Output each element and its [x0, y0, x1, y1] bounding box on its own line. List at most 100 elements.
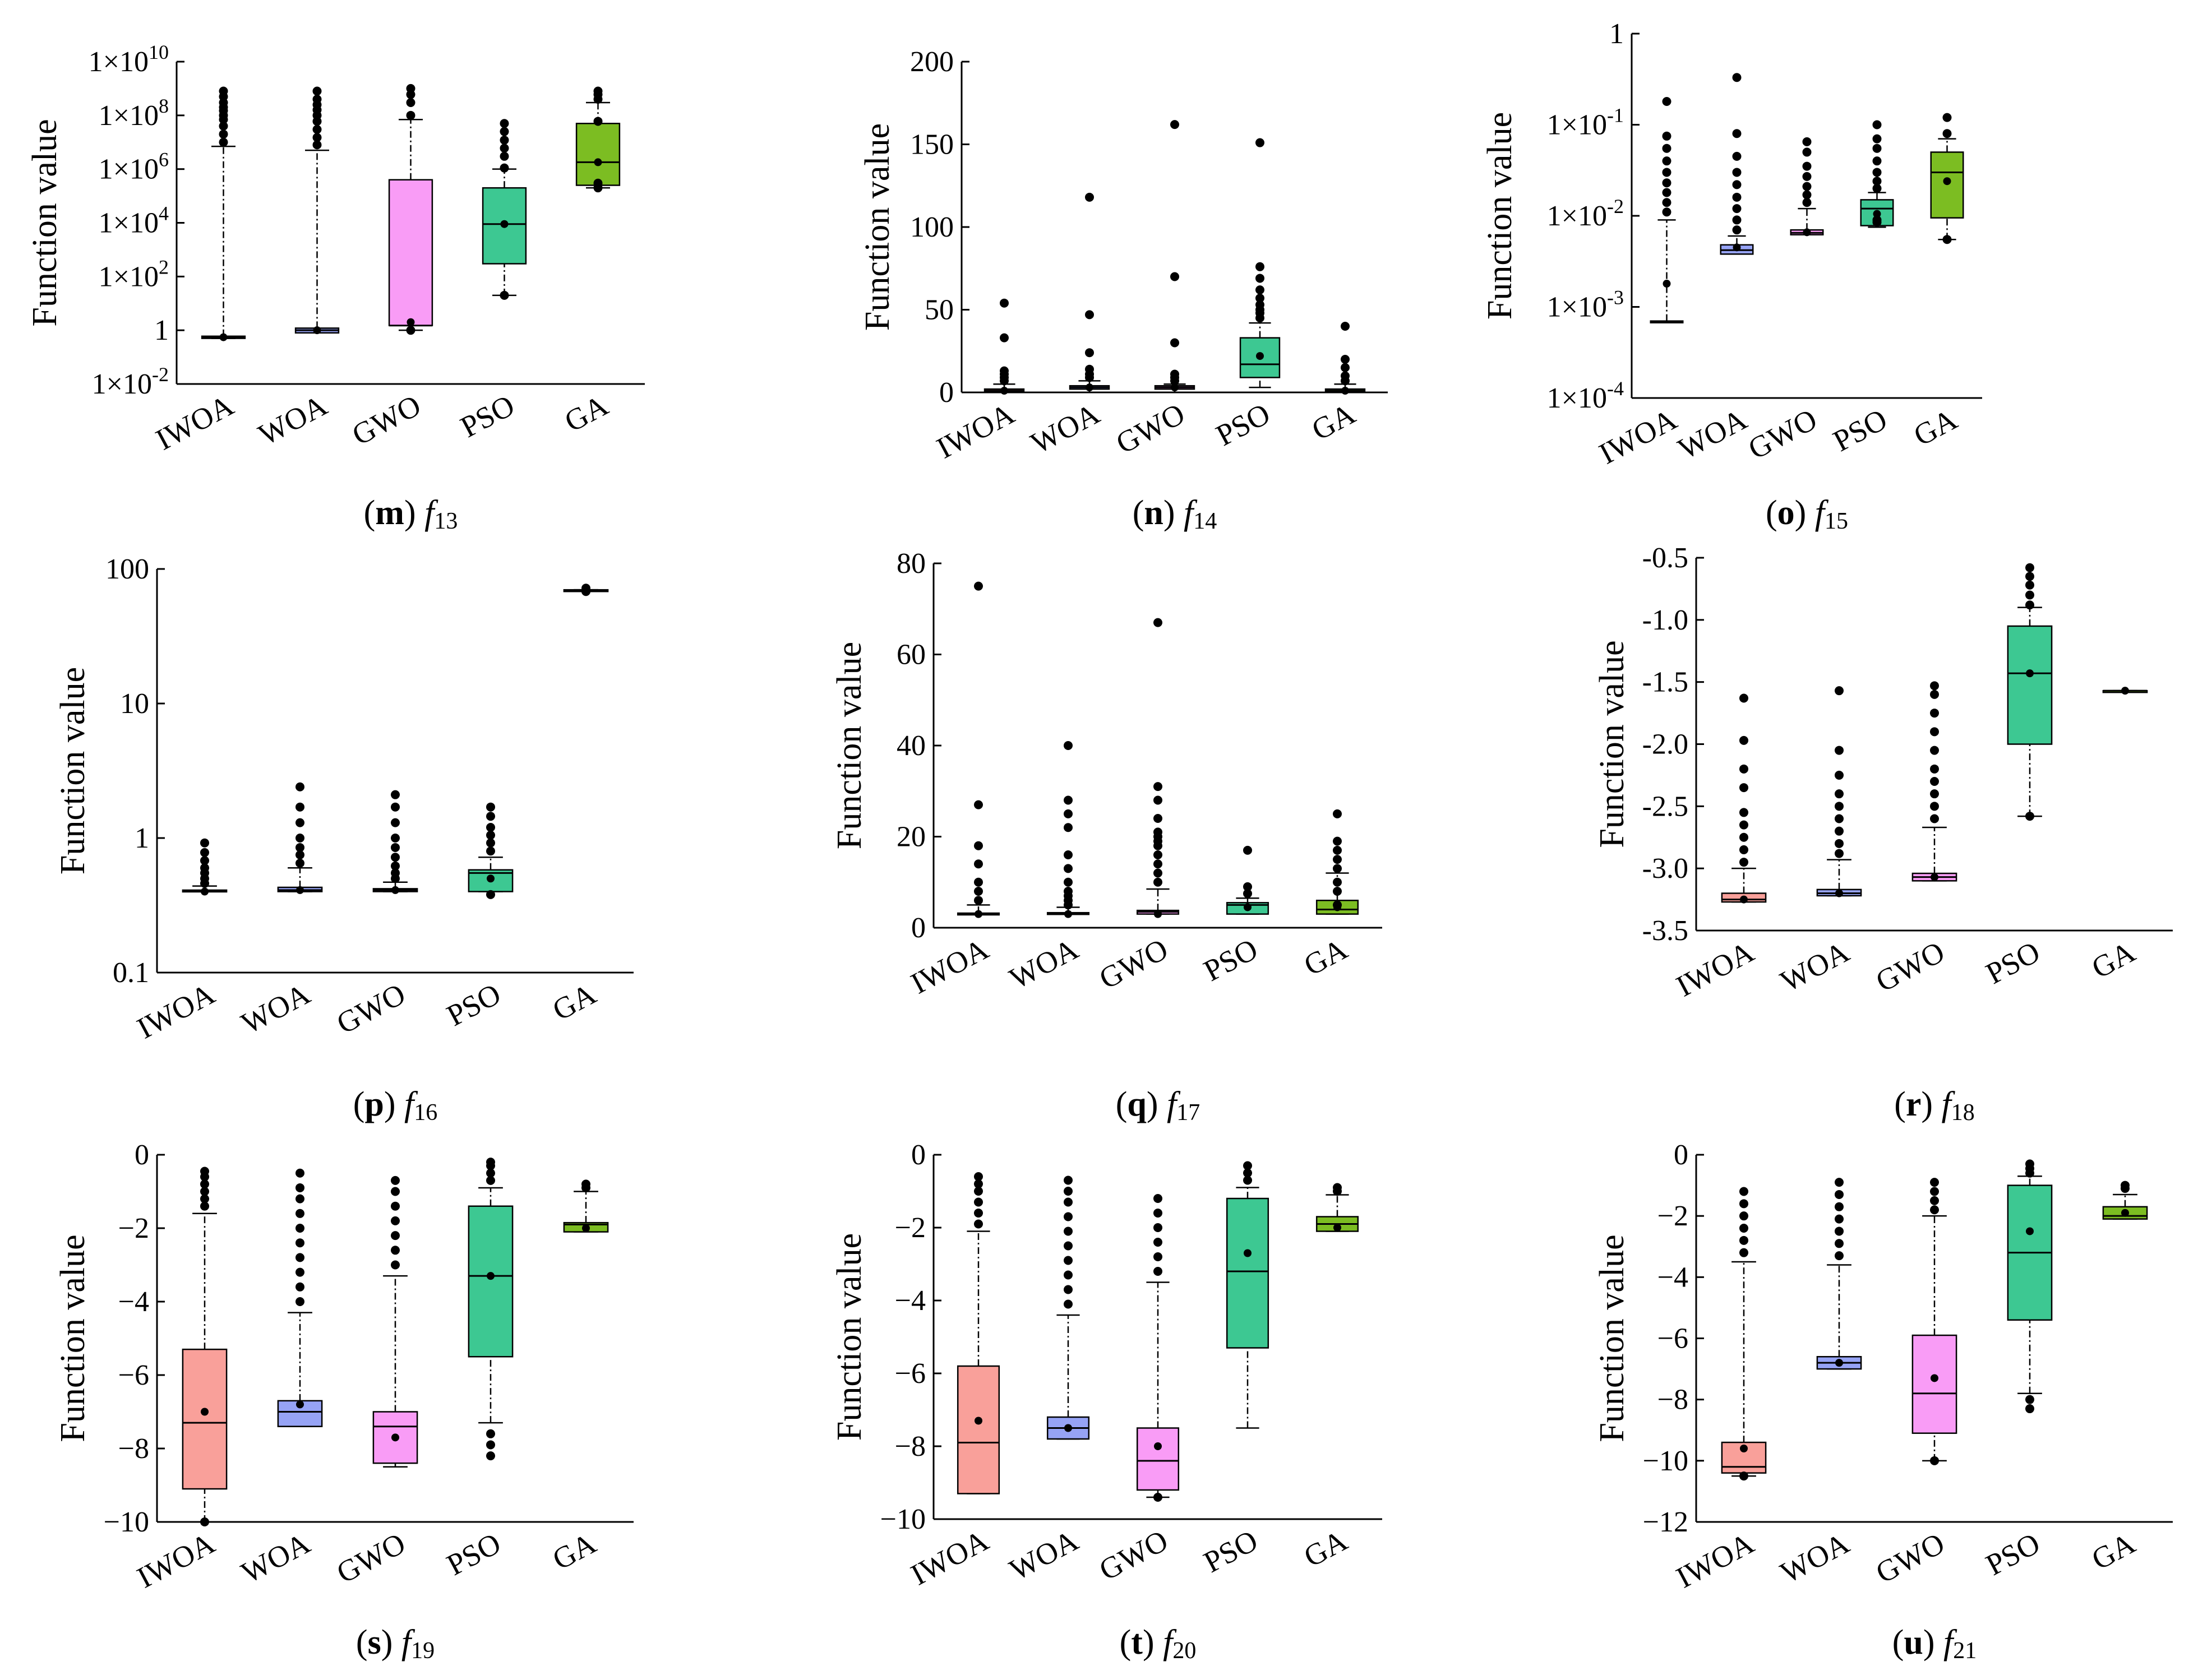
- y-axis-label: Function value: [1593, 640, 1631, 848]
- x-category-label: GA: [1299, 1524, 1353, 1574]
- panel-caption: (p) f16: [353, 1085, 438, 1126]
- outlier-point: [2025, 1395, 2034, 1404]
- y-tick-label: −8: [118, 1433, 149, 1465]
- box-IWOA: [957, 581, 1000, 918]
- outlier-point: [1255, 293, 1264, 303]
- box-PSO: [468, 1158, 514, 1461]
- outlier-point: [1732, 192, 1742, 202]
- outlier-point: [295, 1297, 304, 1306]
- outlier-point: [1064, 1197, 1073, 1207]
- panel-r: -0.5 -1.0 -1.5 -2.0 -2.5 -3.0 -3.5 Function val…: [1593, 542, 2173, 1126]
- outlier-point: [1835, 802, 1844, 811]
- mean-marker: [1064, 1424, 1072, 1432]
- mean-marker: [2026, 1227, 2034, 1235]
- outlier-point: [2121, 1181, 2130, 1190]
- panel-caption: (t) f20: [1120, 1623, 1197, 1664]
- outlier-point: [1341, 371, 1350, 381]
- outlier-point: [295, 1253, 304, 1262]
- outlier-point: [1872, 120, 1882, 129]
- box-GA: [2102, 687, 2148, 695]
- mean-marker: [1803, 228, 1811, 237]
- outlier-point: [1662, 188, 1671, 197]
- outlier-point: [1739, 735, 1748, 745]
- outlier-point: [391, 1246, 400, 1255]
- outlier-point: [1170, 369, 1179, 379]
- outlier-point: [391, 1231, 400, 1241]
- outlier-point: [1942, 129, 1952, 138]
- box-GWO: [1136, 1194, 1180, 1502]
- x-category-label: PSO: [441, 1526, 506, 1582]
- outlier-point: [1835, 789, 1844, 799]
- box-WOA: [277, 782, 323, 894]
- outlier-point: [1153, 859, 1162, 869]
- outlier-point: [1835, 1190, 1844, 1199]
- x-category-label: PSO: [1827, 402, 1892, 458]
- outlier-point: [1153, 827, 1162, 837]
- mean-marker: [1154, 910, 1162, 918]
- box-IWOA: [201, 86, 246, 341]
- mean-marker: [594, 158, 602, 166]
- mean-marker: [407, 318, 415, 326]
- mean-marker: [1171, 383, 1179, 392]
- outlier-point: [593, 86, 603, 96]
- box-GA: [1315, 809, 1359, 915]
- outlier-point: [391, 818, 400, 827]
- box-IWOA: [1650, 97, 1684, 323]
- outlier-point: [200, 838, 209, 848]
- outlier-point: [1153, 1493, 1162, 1502]
- outlier-point: [1930, 727, 1939, 737]
- mean-marker: [1244, 1249, 1252, 1257]
- outlier-point: [1835, 849, 1844, 858]
- y-tick-label: -1.5: [1642, 667, 1688, 698]
- outlier-point: [200, 1201, 209, 1211]
- box-GA: [1324, 322, 1366, 395]
- outlier-point: [295, 1224, 304, 1233]
- outlier-point: [1243, 1175, 1252, 1185]
- outlier-point: [219, 86, 228, 96]
- outlier-point: [1835, 1178, 1844, 1187]
- outlier-point: [1739, 808, 1748, 817]
- outlier-point: [406, 84, 415, 93]
- outlier-point: [593, 178, 603, 188]
- mean-marker: [296, 1400, 304, 1409]
- box-body: [182, 1348, 228, 1490]
- outlier-point: [1064, 823, 1073, 832]
- outlier-point: [1255, 300, 1264, 309]
- box-GA: [2102, 1181, 2148, 1220]
- mean-marker: [1931, 873, 1938, 881]
- box-body: [2007, 625, 2053, 745]
- x-category-label: GA: [559, 388, 613, 439]
- outlier-point: [295, 818, 304, 827]
- outlier-point: [1662, 144, 1671, 153]
- outlier-point: [974, 1219, 983, 1229]
- outlier-point: [2025, 812, 2034, 821]
- y-tick-label: 1×102: [99, 256, 169, 293]
- outlier-point: [219, 121, 228, 131]
- outlier-point: [1662, 168, 1671, 177]
- outlier-point: [1739, 1248, 1748, 1257]
- outlier-point: [1243, 1168, 1252, 1178]
- box-GA: [1930, 113, 1964, 244]
- x-category-label: PSO: [1198, 1524, 1263, 1579]
- outlier-point: [1835, 746, 1844, 755]
- x-category-label: GWO: [1743, 402, 1822, 466]
- outlier-point: [200, 1179, 209, 1189]
- y-axis-label: Function value: [54, 1234, 92, 1442]
- x-category-label: PSO: [1198, 932, 1263, 988]
- box-WOA: [277, 1168, 323, 1427]
- outlier-point: [1930, 789, 1939, 799]
- mean-marker: [1341, 387, 1349, 395]
- outlier-point: [1739, 858, 1748, 867]
- outlier-point: [1732, 225, 1742, 235]
- y-tick-label: 0: [939, 377, 954, 409]
- outlier-point: [391, 853, 400, 862]
- box-IWOA: [182, 838, 228, 896]
- outlier-point: [500, 127, 509, 136]
- box-GA: [563, 584, 609, 596]
- x-category-label: WOA: [1004, 1524, 1084, 1588]
- y-tick-label: 0: [1674, 1139, 1688, 1171]
- box-GA: [1315, 1183, 1359, 1232]
- outlier-point: [200, 1167, 209, 1176]
